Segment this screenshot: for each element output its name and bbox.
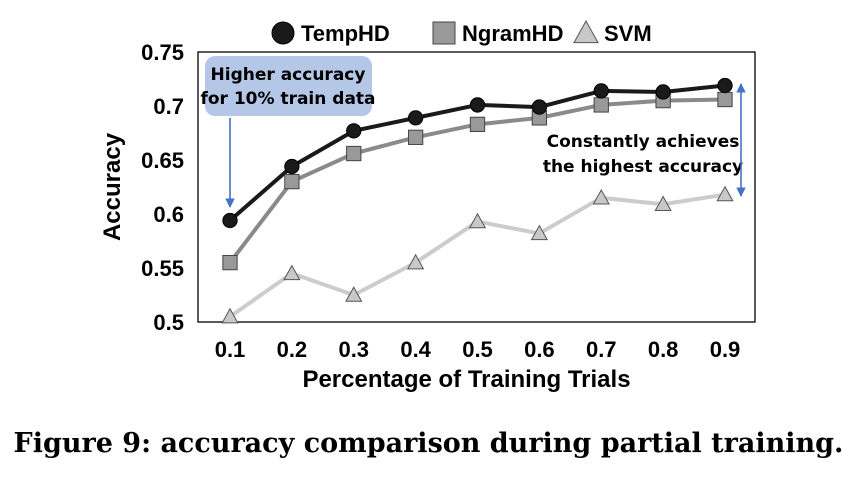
- data-point-svm: [716, 185, 734, 202]
- x-tick-label: 0.2: [277, 337, 308, 362]
- y-tick-label: 0.6: [153, 202, 184, 227]
- data-point-svm: [468, 212, 487, 229]
- x-tick-label: 0.7: [586, 337, 617, 362]
- data-point-temphd: [717, 77, 733, 94]
- data-point-ngramhd: [593, 97, 609, 113]
- legend-marker-ngramhd: [432, 21, 456, 45]
- data-point-temphd: [222, 212, 238, 229]
- annotation-box: [205, 56, 372, 116]
- legend-label-ngramhd: NgramHD: [462, 21, 563, 46]
- data-point-svm: [654, 195, 672, 212]
- data-point-ngramhd: [407, 129, 424, 145]
- annotation-text: Higher accuracy: [211, 65, 366, 85]
- data-point-temphd: [407, 110, 424, 126]
- data-point-svm: [345, 286, 363, 302]
- data-point-temphd: [284, 158, 300, 175]
- data-point-svm: [221, 307, 239, 324]
- legend-marker-temphd: [271, 21, 295, 45]
- data-point-svm: [283, 264, 301, 281]
- legend-label-temphd: TempHD: [301, 21, 390, 46]
- data-point-ngramhd: [469, 116, 486, 133]
- y-tick-label: 0.7: [153, 94, 184, 119]
- x-tick-label: 0.1: [215, 337, 246, 362]
- data-point-ngramhd: [346, 145, 362, 162]
- data-point-temphd: [593, 83, 609, 99]
- y-axis-title: Accuracy: [99, 132, 126, 241]
- data-point-ngramhd: [222, 254, 238, 271]
- data-point-svm: [406, 253, 425, 270]
- x-axis-title: Percentage of Training Trials: [302, 366, 630, 393]
- figure-caption: Figure 9: accuracy comparison during par…: [13, 428, 844, 459]
- accuracy-chart: 0.5 0.55 0.6 0.65 0.7 0.75 0.1 0.2 0.3 0.4 0.5 0.6 0…: [99, 19, 756, 393]
- legend-marker-svm: [573, 19, 599, 44]
- data-point-ngramhd: [284, 173, 300, 190]
- data-point-svm: [592, 188, 610, 205]
- y-tick-label: 0.5: [153, 310, 184, 335]
- plot-frame: [197, 51, 756, 323]
- data-point-temphd: [655, 84, 671, 100]
- data-point-ngramhd: [717, 91, 733, 108]
- x-tick-label: 0.8: [648, 337, 679, 362]
- annotation-text: Constantly achieves: [547, 132, 740, 152]
- data-point-temphd: [531, 99, 548, 115]
- y-tick-label: 0.65: [141, 148, 184, 173]
- data-point-svm: [530, 224, 549, 241]
- x-tick-label: 0.3: [338, 337, 369, 362]
- legend-label-svm: SVM: [604, 21, 652, 46]
- y-tick-label: 0.75: [141, 40, 184, 65]
- x-tick-label: 0.6: [524, 337, 555, 362]
- x-tick-label: 0.5: [462, 337, 493, 362]
- x-tick-label: 0.4: [400, 337, 431, 362]
- annotation-text: for 10% train data: [200, 89, 375, 109]
- y-tick-label: 0.55: [141, 256, 184, 281]
- annotation-text: the highest accuracy: [543, 157, 743, 177]
- data-point-temphd: [469, 97, 486, 113]
- data-point-temphd: [346, 123, 362, 139]
- x-tick-label: 0.9: [710, 337, 741, 362]
